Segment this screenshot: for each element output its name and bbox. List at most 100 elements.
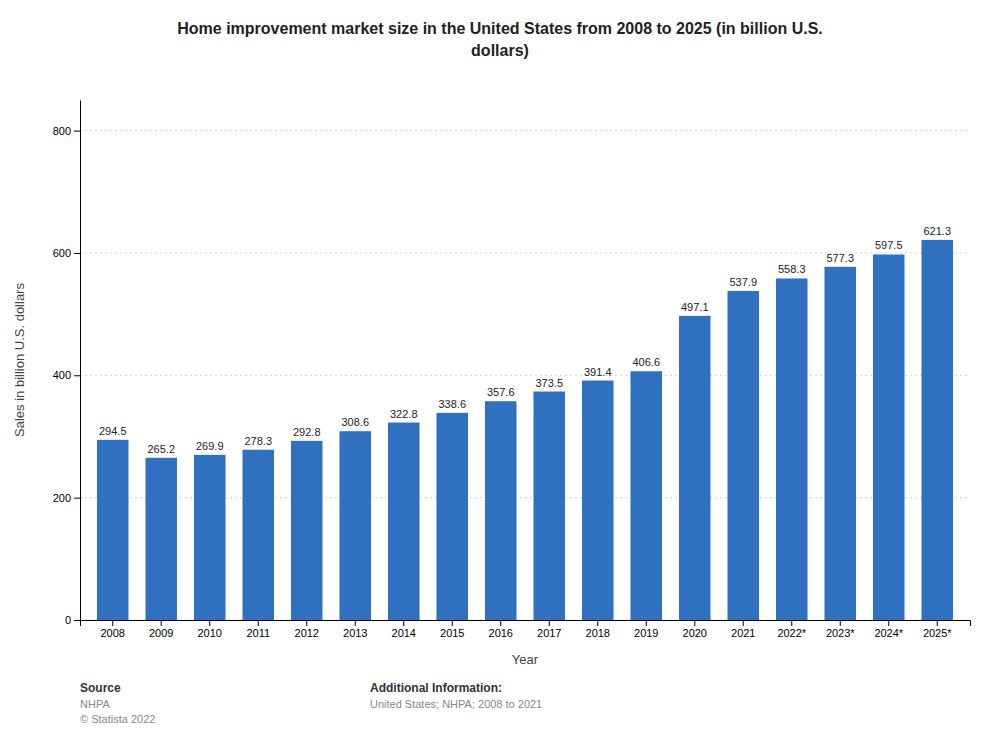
x-tick: 2009 [149,620,173,639]
x-tick-label: 2024* [874,627,903,639]
data-label: 269.9 [196,440,224,452]
bar [921,240,953,620]
bar [776,278,808,620]
y-tick-mark [74,498,80,499]
x-tick: 2008 [100,620,124,639]
y-tick-label: 600 [53,247,71,259]
x-tick-mark [209,620,210,626]
x-tick-mark [888,620,889,626]
x-tick-mark [840,620,841,626]
bars [97,240,953,620]
plot-area: 294.5265.2269.9278.3292.8308.6322.8338.6… [53,101,971,639]
y-tick-mark [74,620,80,621]
y-tick-mark [74,131,80,132]
bar [485,401,517,620]
x-tick-label: 2009 [149,627,173,639]
x-tick-mark [937,620,938,626]
x-tick: 2010 [197,620,221,639]
x-tick: 2015 [440,620,464,639]
data-label: 621.3 [923,225,951,237]
x-tick-label: 2023* [826,627,855,639]
chart-title: dollars) [471,42,529,59]
footer-annotation: Additional Information: [370,681,502,695]
x-tick-label: 2015 [440,627,464,639]
chart-svg: Home improvement market size in the Unit… [0,0,1000,743]
data-labels: 294.5265.2269.9278.3292.8308.6322.8338.6… [99,225,951,455]
x-tick-label: 2017 [537,627,561,639]
bar [582,381,614,620]
x-tick-label: 2020 [683,627,707,639]
x-tick-mark [743,620,744,626]
data-label: 278.3 [244,435,272,447]
bar [194,455,226,620]
bar [145,458,177,620]
bar [873,254,905,620]
data-label: 292.8 [293,426,321,438]
grid [80,131,970,620]
bar [97,440,129,620]
y-tick-mark [74,375,80,376]
x-tick-label: 2021 [731,627,755,639]
y-axis: 0200400600800 [53,101,81,627]
bar [630,371,662,620]
x-tick-mark [258,620,259,626]
bar [388,423,420,620]
data-label: 338.6 [438,398,466,410]
data-label: 357.6 [487,386,515,398]
y-tick: 0 [65,614,80,626]
data-label: 497.1 [681,301,709,313]
x-tick-label: 2018 [586,627,610,639]
data-label: 391.4 [584,366,612,378]
x-tick-label: 2025* [923,627,952,639]
footer-annotation: NHPA [80,698,110,710]
data-label: 265.2 [147,443,175,455]
data-label: 322.8 [390,408,418,420]
x-tick-mark [355,620,356,626]
y-axis-line [80,101,81,621]
data-label: 597.5 [875,239,903,251]
footer-annotation: © Statista 2022 [80,713,155,725]
x-tick-label: 2016 [489,627,513,639]
x-tick-mark [112,620,113,626]
x-axis-line [81,621,971,627]
x-tick-label: 2019 [634,627,658,639]
y-tick-label: 400 [53,369,71,381]
x-tick: 2011 [246,620,270,639]
data-label: 537.9 [729,276,757,288]
bar [242,450,274,620]
x-tick-label: 2010 [197,627,221,639]
x-tick-mark [646,620,647,626]
x-tick: 2023* [826,620,855,639]
y-tick: 200 [53,492,80,504]
x-tick-label: 2008 [100,627,124,639]
x-tick-label: 2011 [246,627,270,639]
footer-annotation: United States; NHPA; 2008 to 2021 [370,698,542,710]
x-tick-mark [694,620,695,626]
x-tick-mark [306,620,307,626]
x-tick: 2025* [923,620,952,639]
bar [727,291,759,620]
x-tick-label: 2014 [392,627,416,639]
y-tick-label: 0 [65,614,71,626]
x-tick: 2022* [777,620,806,639]
y-tick: 600 [53,247,80,259]
y-tick: 400 [53,369,80,381]
x-tick: 2019 [634,620,658,639]
x-tick-mark [500,620,501,626]
x-axis-title: Year [512,652,539,667]
x-tick-mark [161,620,162,626]
x-tick: 2016 [489,620,513,639]
data-label: 406.6 [632,356,660,368]
x-tick: 2018 [586,620,610,639]
x-tick: 2021 [731,620,755,639]
data-label: 294.5 [99,425,127,437]
x-tick: 2024* [874,620,903,639]
x-tick-label: 2013 [343,627,367,639]
x-tick-mark [549,620,550,626]
bar [291,441,323,620]
footer-annotation: Source [80,681,121,695]
y-axis-title: Sales in billion U.S. dollars [12,283,27,437]
bar [436,413,468,620]
y-tick-label: 200 [53,492,71,504]
x-tick: 2014 [392,620,416,639]
